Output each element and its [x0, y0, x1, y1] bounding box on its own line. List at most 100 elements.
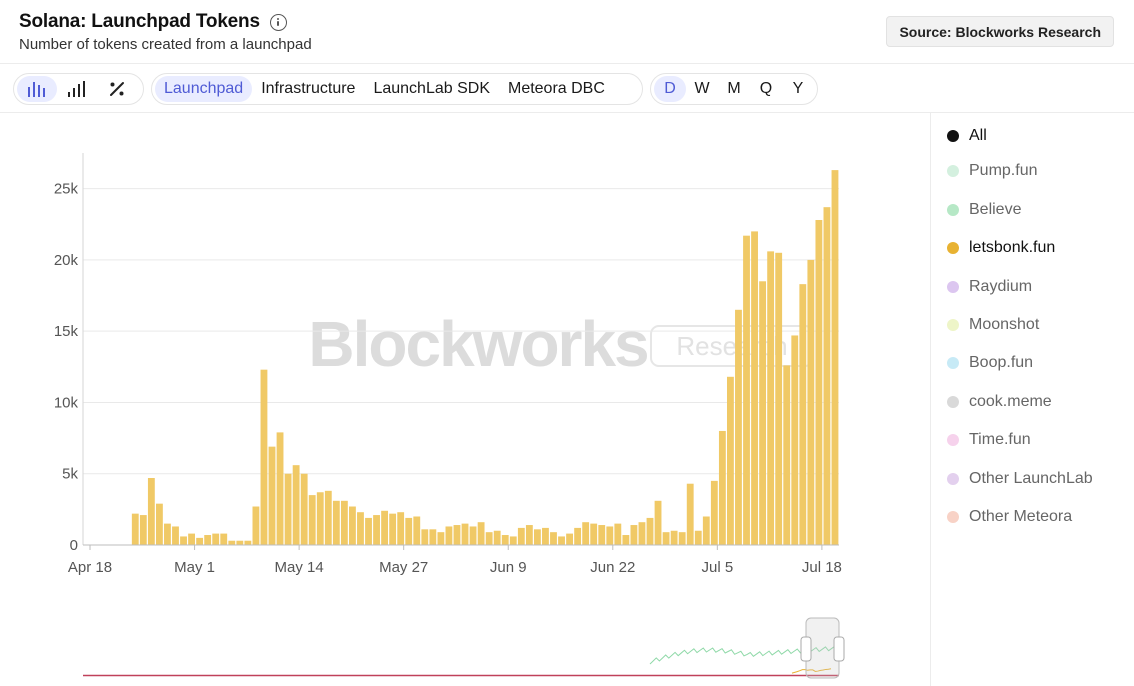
bar[interactable]	[228, 540, 236, 545]
bar[interactable]	[670, 530, 678, 545]
bar[interactable]	[638, 522, 646, 545]
legend-item-time-fun[interactable]: Time.fun	[947, 429, 1031, 451]
bar[interactable]	[590, 523, 598, 545]
bar[interactable]	[582, 522, 590, 545]
stacked-view-button[interactable]	[57, 76, 97, 102]
bar[interactable]	[558, 536, 565, 545]
bar[interactable]	[775, 252, 783, 546]
bar[interactable]	[485, 532, 493, 545]
bar[interactable]	[718, 430, 726, 545]
legend-item-letsbonk-fun[interactable]: letsbonk.fun	[947, 237, 1055, 259]
bar[interactable]	[710, 480, 718, 545]
bar[interactable]	[349, 506, 356, 545]
bar[interactable]	[332, 500, 340, 545]
bar[interactable]	[188, 533, 195, 545]
tab-launchlab-sdk[interactable]: LaunchLab SDK	[373, 80, 490, 97]
bar[interactable]	[437, 532, 445, 545]
bar[interactable]	[204, 535, 212, 545]
bar[interactable]	[139, 515, 147, 545]
bar[interactable]	[445, 526, 453, 545]
bar[interactable]	[493, 530, 501, 545]
bar[interactable]	[324, 490, 332, 545]
bar[interactable]	[252, 506, 260, 545]
bar[interactable]	[501, 535, 509, 545]
bar[interactable]	[268, 446, 276, 545]
bar[interactable]	[172, 526, 179, 545]
timeframe-d[interactable]: D	[654, 76, 686, 102]
bar[interactable]	[316, 492, 324, 545]
bar-chart-view-button[interactable]	[17, 76, 57, 102]
percent-view-button[interactable]	[97, 76, 137, 102]
navigator-handle-right[interactable]	[833, 636, 845, 662]
legend-item-other-meteora[interactable]: Other Meteora	[947, 506, 1072, 528]
bar[interactable]	[147, 478, 155, 545]
bar[interactable]	[196, 537, 204, 545]
bar[interactable]	[542, 527, 549, 545]
bar[interactable]	[533, 529, 541, 545]
bar[interactable]	[413, 516, 421, 545]
legend-item-other-launchlab[interactable]: Other LaunchLab	[947, 468, 1093, 490]
bar[interactable]	[783, 365, 791, 545]
bar[interactable]	[678, 532, 686, 545]
bar[interactable]	[662, 532, 670, 545]
legend-item-pump-fun[interactable]: Pump.fun	[947, 160, 1037, 182]
bar[interactable]	[630, 525, 638, 545]
tab-launchpad[interactable]: Launchpad	[155, 76, 253, 102]
bar[interactable]	[308, 495, 316, 545]
bar[interactable]	[373, 515, 380, 545]
bar[interactable]	[517, 527, 525, 545]
tab-meteora-dbc[interactable]: Meteora DBC	[507, 80, 605, 97]
bar[interactable]	[735, 309, 742, 545]
bar[interactable]	[694, 530, 702, 545]
bar[interactable]	[622, 535, 630, 545]
bar[interactable]	[606, 526, 614, 545]
bar[interactable]	[815, 219, 823, 545]
bar[interactable]	[212, 533, 220, 545]
bar[interactable]	[598, 525, 606, 545]
timeframe-w[interactable]: W	[694, 80, 710, 97]
timeframe-y[interactable]: Y	[792, 80, 804, 97]
legend-item-cook-meme[interactable]: cook.meme	[947, 391, 1052, 413]
bar[interactable]	[477, 522, 485, 545]
bar[interactable]	[767, 251, 775, 545]
bar[interactable]	[654, 500, 662, 545]
info-icon[interactable]	[269, 13, 287, 31]
tab-infrastructure[interactable]: Infrastructure	[261, 80, 356, 97]
bar[interactable]	[397, 512, 405, 545]
timeframe-q[interactable]: Q	[759, 80, 773, 97]
bar[interactable]	[743, 235, 750, 545]
bar[interactable]	[180, 536, 187, 545]
legend-item-believe[interactable]: Believe	[947, 199, 1021, 221]
navigator-handle-left[interactable]	[800, 636, 812, 662]
bar[interactable]	[566, 533, 573, 545]
navigator[interactable]	[83, 617, 845, 679]
bar[interactable]	[381, 510, 389, 545]
timeframe-m[interactable]: M	[727, 80, 741, 97]
legend-item-boop-fun[interactable]: Boop.fun	[947, 352, 1033, 374]
bar[interactable]	[365, 517, 372, 545]
bar[interactable]	[421, 529, 429, 545]
bar[interactable]	[236, 540, 244, 545]
bar[interactable]	[831, 170, 839, 545]
bar[interactable]	[461, 523, 469, 545]
bar[interactable]	[164, 523, 171, 545]
bar[interactable]	[702, 516, 710, 545]
bar[interactable]	[260, 369, 268, 545]
source-button[interactable]: Source: Blockworks Research	[886, 16, 1114, 47]
bar[interactable]	[389, 513, 397, 545]
legend-item-all[interactable]: All	[947, 125, 987, 147]
bar[interactable]	[614, 523, 622, 545]
bar[interactable]	[509, 536, 517, 545]
bar[interactable]	[429, 529, 437, 545]
bar[interactable]	[244, 540, 252, 545]
bar[interactable]	[807, 259, 815, 545]
bar[interactable]	[751, 231, 758, 545]
bar[interactable]	[646, 517, 654, 545]
bar[interactable]	[550, 532, 557, 545]
bar[interactable]	[727, 376, 734, 545]
bar[interactable]	[405, 517, 413, 545]
bar[interactable]	[574, 527, 582, 545]
bar[interactable]	[686, 483, 694, 545]
bar[interactable]	[220, 533, 228, 545]
bar[interactable]	[791, 335, 799, 545]
